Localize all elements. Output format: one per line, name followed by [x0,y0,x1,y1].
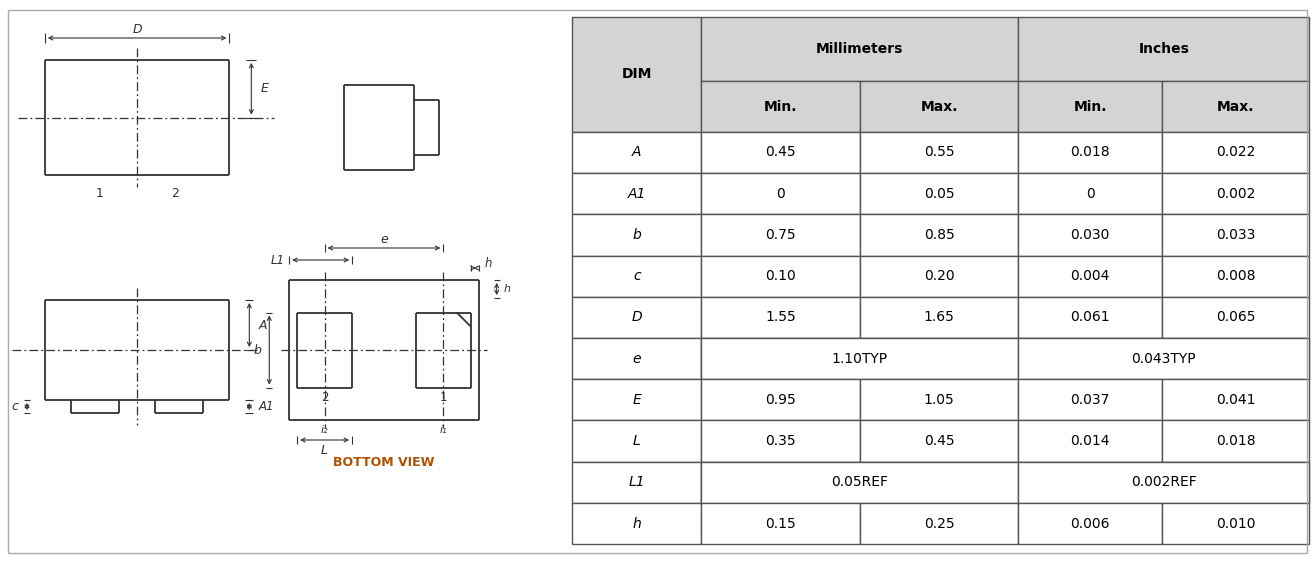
Text: 1: 1 [95,186,103,200]
Text: 0.018: 0.018 [1216,434,1255,448]
Text: i₁: i₁ [440,425,447,435]
Text: L: L [633,434,641,448]
Text: E: E [261,82,268,95]
Text: 0.043TYP: 0.043TYP [1132,352,1196,366]
Text: 0: 0 [776,187,786,201]
Text: 0.05: 0.05 [924,187,954,201]
Text: 0.35: 0.35 [766,434,796,448]
Text: E: E [633,393,641,407]
Text: 1.05: 1.05 [924,393,954,407]
Text: h: h [504,284,511,294]
Text: 1.55: 1.55 [766,310,796,324]
Text: L: L [321,444,328,457]
Text: 0.033: 0.033 [1216,228,1255,242]
Text: 0.45: 0.45 [924,434,954,448]
Text: 0.002: 0.002 [1216,187,1255,201]
Text: b: b [254,343,262,356]
Text: 0.041: 0.041 [1216,393,1255,407]
Text: 0.55: 0.55 [924,145,954,159]
Text: 0.20: 0.20 [924,269,954,283]
Text: 0.45: 0.45 [766,145,796,159]
Text: 0.75: 0.75 [766,228,796,242]
Text: e: e [633,352,641,366]
Text: L1: L1 [629,475,645,489]
Text: 0.25: 0.25 [924,517,954,531]
Text: L1: L1 [270,254,284,266]
Text: 0.030: 0.030 [1070,228,1109,242]
Text: D: D [133,22,142,35]
Text: h: h [484,256,492,269]
Text: 0.010: 0.010 [1216,517,1255,531]
Text: 0.10: 0.10 [766,269,796,283]
Text: 0.037: 0.037 [1070,393,1109,407]
Text: A: A [632,145,642,159]
Text: c: c [633,269,641,283]
Text: 0.018: 0.018 [1070,145,1109,159]
Text: A1: A1 [258,400,274,413]
Text: Inches: Inches [1138,42,1190,56]
Text: 1: 1 [440,391,447,404]
Text: D: D [632,310,642,324]
Text: 0.014: 0.014 [1070,434,1109,448]
Text: i₂: i₂ [321,425,329,435]
Text: b: b [633,228,641,242]
Text: 0: 0 [1086,187,1095,201]
Text: 2: 2 [321,391,329,404]
Text: 0.061: 0.061 [1070,310,1109,324]
Text: h: h [633,517,641,531]
Text: 0.05REF: 0.05REF [832,475,888,489]
Text: 0.065: 0.065 [1216,310,1255,324]
Text: 0.85: 0.85 [924,228,954,242]
Text: 2: 2 [171,186,179,200]
Text: 0.006: 0.006 [1070,517,1109,531]
Text: 0.004: 0.004 [1070,269,1109,283]
Text: c: c [11,400,18,413]
Text: 0.15: 0.15 [766,517,796,531]
Text: A: A [258,319,267,332]
Text: A1: A1 [628,187,646,201]
Text: DIM: DIM [621,67,653,81]
Text: e: e [380,232,388,246]
Text: BOTTOM VIEW: BOTTOM VIEW [333,456,434,468]
Text: Min.: Min. [1074,100,1107,113]
Text: 0.022: 0.022 [1216,145,1255,159]
Text: Max.: Max. [1217,100,1254,113]
Text: Max.: Max. [920,100,958,113]
Text: Min.: Min. [763,100,797,113]
Text: 1.65: 1.65 [924,310,954,324]
Text: 0.002REF: 0.002REF [1130,475,1196,489]
Text: 1.10TYP: 1.10TYP [832,352,888,366]
Text: Millimeters: Millimeters [816,42,904,56]
Text: 0.008: 0.008 [1216,269,1255,283]
Text: 0.95: 0.95 [766,393,796,407]
